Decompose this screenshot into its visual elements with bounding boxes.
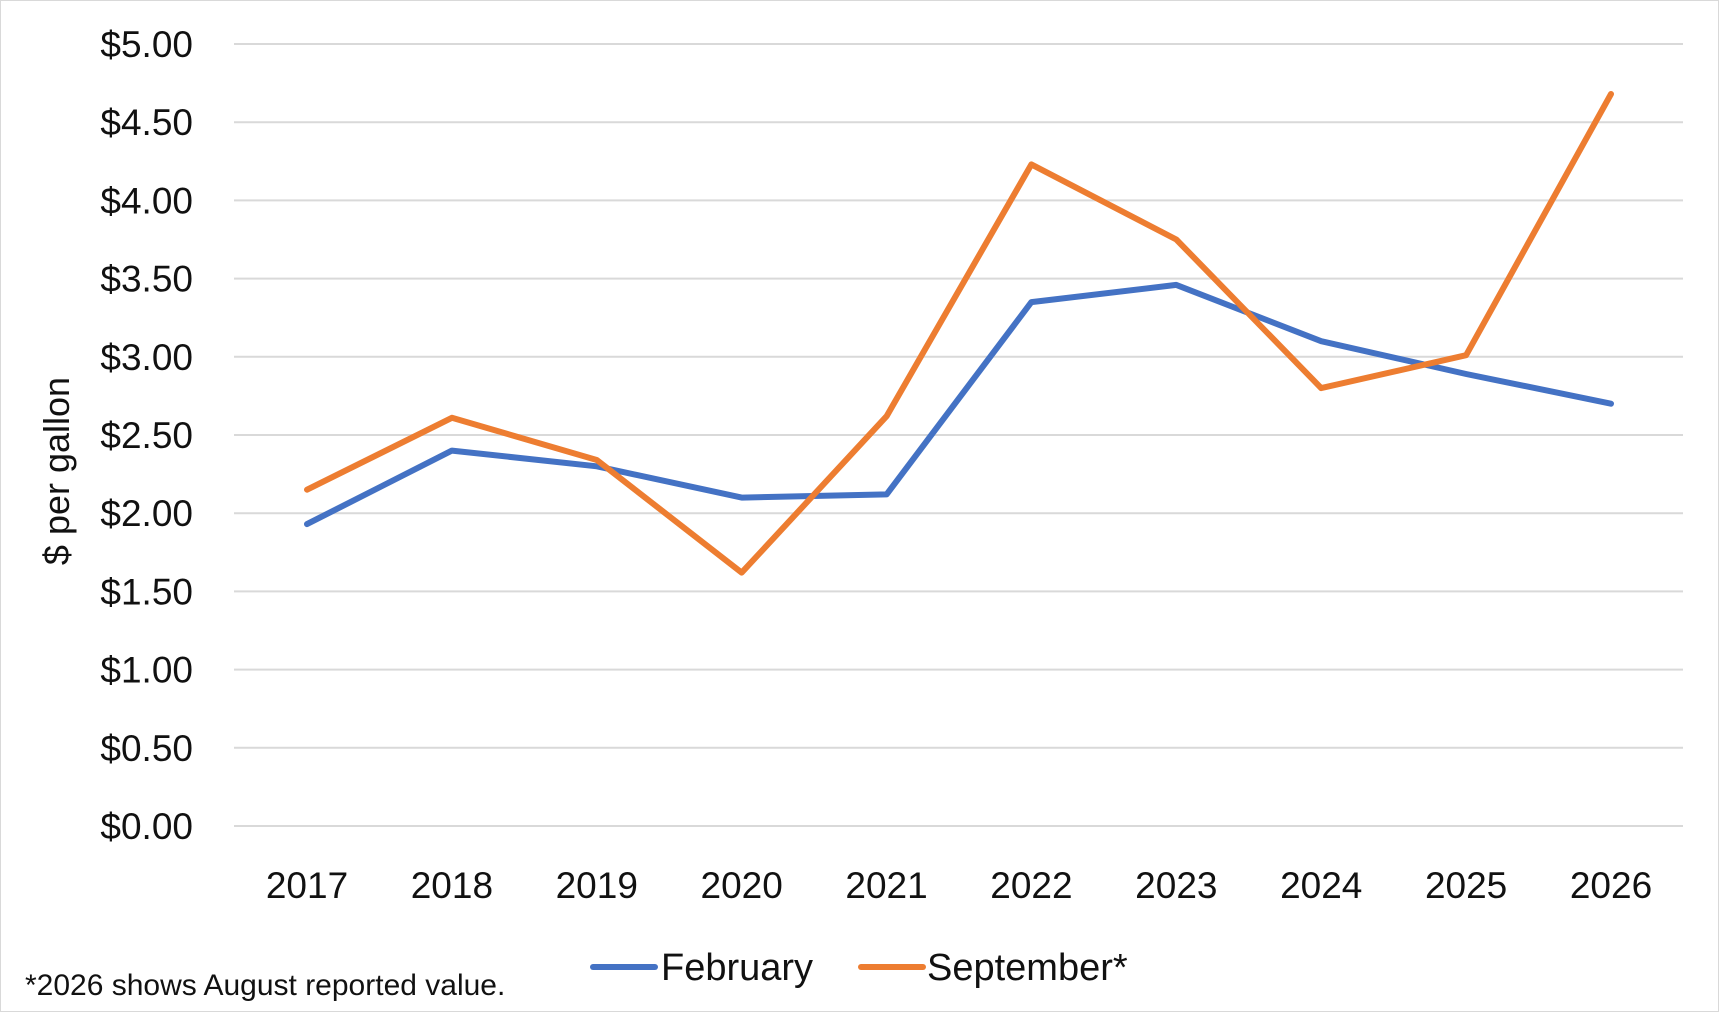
y-axis-ticks: $0.00 $0.50 $1.00 $1.50 $2.00 $2.50 $3.00 $3.50… <box>100 24 193 847</box>
x-tick-label: 2020 <box>701 865 783 906</box>
legend: February September* <box>590 947 1128 989</box>
y-tick-label: $1.00 <box>100 650 193 691</box>
footnote: *2026 shows August reported value. <box>25 969 505 1002</box>
x-axis-ticks: 2017 2018 2019 2020 2021 2022 2023 2024 2025 2026 <box>266 865 1652 906</box>
legend-label: September* <box>927 947 1128 989</box>
x-tick-label: 2018 <box>411 865 493 906</box>
y-tick-label: $2.00 <box>100 493 193 534</box>
y-axis-label: $ per gallon <box>36 377 77 565</box>
gridlines <box>234 43 1683 827</box>
y-tick-label: $0.00 <box>100 806 193 847</box>
y-tick-label: $1.50 <box>100 571 193 612</box>
series-lines <box>304 91 1614 576</box>
x-tick-label: 2017 <box>266 865 348 906</box>
y-tick-label: $5.00 <box>100 24 193 65</box>
x-tick-label: 2024 <box>1280 865 1362 906</box>
y-tick-label: $4.50 <box>100 102 193 143</box>
y-tick-label: $3.00 <box>100 337 193 378</box>
legend-item: February <box>590 947 813 989</box>
x-tick-label: 2021 <box>845 865 927 906</box>
series-line-february <box>304 281 1614 528</box>
x-tick-label: 2019 <box>556 865 638 906</box>
y-tick-label: $2.50 <box>100 415 193 456</box>
x-tick-label: 2023 <box>1135 865 1217 906</box>
x-tick-label: 2026 <box>1570 865 1652 906</box>
y-tick-label: $3.50 <box>100 259 193 300</box>
y-tick-label: $4.00 <box>100 180 193 221</box>
series-line-september <box>304 91 1614 576</box>
legend-item: September* <box>858 947 1128 989</box>
x-tick-label: 2025 <box>1425 865 1507 906</box>
legend-label: February <box>661 947 813 989</box>
x-tick-label: 2022 <box>990 865 1072 906</box>
y-tick-label: $0.50 <box>100 728 193 769</box>
